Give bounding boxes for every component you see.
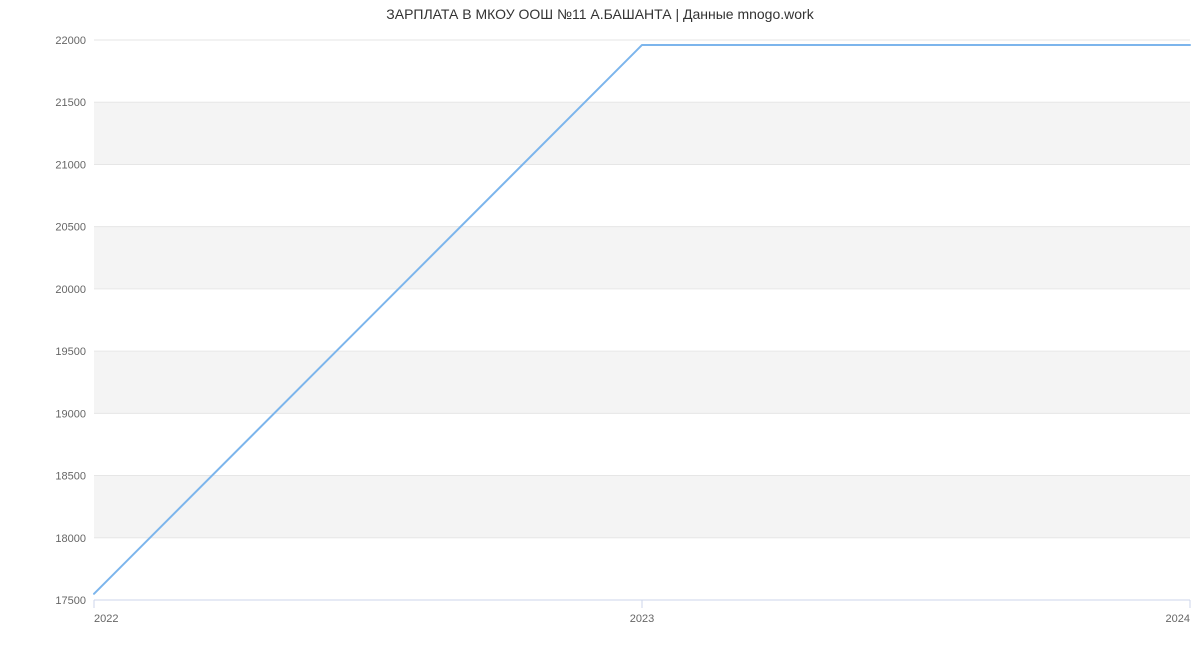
y-tick-label: 20500 — [55, 222, 86, 234]
y-tick-label: 19500 — [55, 346, 86, 358]
salary-line-chart: ЗАРПЛАТА В МКОУ ООШ №11 А.БАШАНТА | Данн… — [0, 0, 1200, 650]
x-tick-label: 2023 — [630, 613, 654, 625]
y-tick-label: 18500 — [55, 471, 86, 483]
y-tick-label: 21000 — [55, 159, 86, 171]
x-tick-label: 2022 — [94, 613, 118, 625]
y-tick-label: 19000 — [55, 408, 86, 420]
y-tick-label: 21500 — [55, 97, 86, 109]
y-tick-label: 22000 — [55, 35, 86, 47]
y-tick-label: 17500 — [55, 595, 86, 607]
x-tick-label: 2024 — [1166, 613, 1190, 625]
chart-title: ЗАРПЛАТА В МКОУ ООШ №11 А.БАШАНТА | Данн… — [0, 6, 1200, 22]
y-tick-label: 18000 — [55, 533, 86, 545]
chart-svg: 17500 18000 18500 19000 19500 20000 20500 21000… — [0, 0, 1200, 650]
y-tick-label: 20000 — [55, 284, 86, 296]
